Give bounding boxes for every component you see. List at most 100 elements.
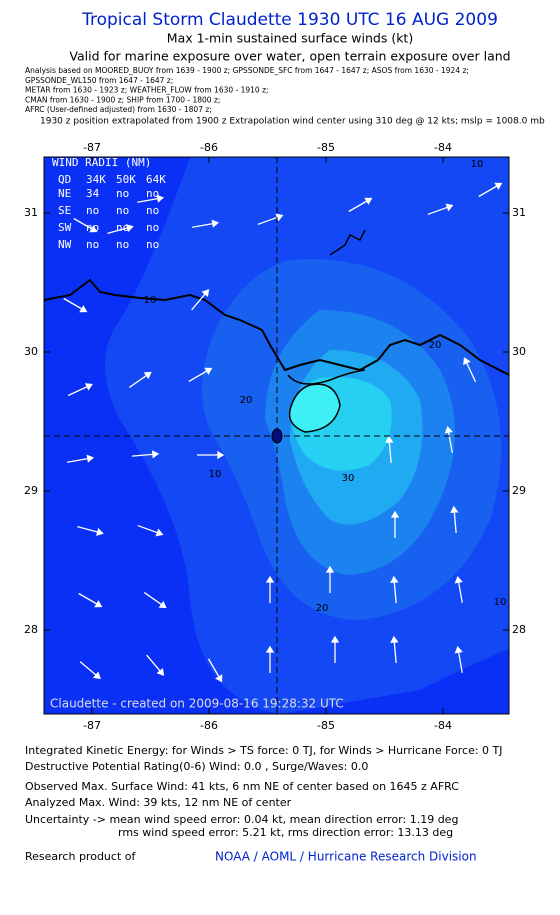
wind-arrow bbox=[67, 454, 95, 463]
lat-tick-label: 28 bbox=[24, 623, 38, 636]
wind-arrow bbox=[63, 297, 88, 313]
wind-arrow bbox=[478, 182, 503, 198]
wind-arrow bbox=[325, 565, 335, 593]
wind-arrow bbox=[265, 575, 275, 603]
radii-cell: no bbox=[146, 204, 159, 217]
lon-tick-label: -85 bbox=[317, 141, 335, 154]
radii-cell: SE bbox=[58, 204, 71, 217]
map-frame bbox=[43, 156, 510, 715]
radii-cell: NW bbox=[58, 238, 72, 251]
product-org: NOAA / AOML / Hurricane Research Divisio… bbox=[215, 850, 477, 864]
wind-arrow bbox=[390, 635, 399, 664]
wind-arrow bbox=[330, 635, 340, 663]
radii-cell: NE bbox=[58, 187, 71, 200]
wind-arrow bbox=[143, 592, 167, 609]
radii-cell: no bbox=[116, 238, 129, 251]
wind-arrow bbox=[107, 224, 134, 234]
analysis-line: CMAN from 1630 - 1900 z; SHIP from 1700 … bbox=[25, 95, 220, 104]
wind-arrow bbox=[390, 575, 399, 604]
contour-label: 20 bbox=[240, 395, 253, 406]
wind-arrow bbox=[385, 435, 394, 464]
lon-tick-label: -86 bbox=[200, 141, 218, 154]
footer-line: Integrated Kinetic Energy: for Winds > T… bbox=[25, 744, 503, 757]
wind-arrow bbox=[128, 371, 152, 388]
contour-label: 10 bbox=[144, 295, 157, 306]
wind-arrow bbox=[444, 425, 453, 453]
wind-arrow bbox=[192, 219, 220, 228]
lon-tick-label: -87 bbox=[83, 719, 101, 732]
radii-cell: no bbox=[146, 221, 159, 234]
radii-cell: no bbox=[146, 187, 159, 200]
contour-label: 20 bbox=[316, 603, 329, 614]
contour-label: 10 bbox=[494, 597, 507, 608]
wind-arrow bbox=[73, 217, 98, 233]
wind-arrow bbox=[137, 524, 164, 537]
radii-cell: no bbox=[86, 221, 99, 234]
radii-cell: no bbox=[116, 187, 129, 200]
wind-arrow bbox=[197, 450, 225, 460]
wind-arrow bbox=[146, 654, 165, 676]
wind-arrow bbox=[265, 645, 275, 673]
radii-cell: 34 bbox=[86, 187, 100, 200]
lat-tick-label: 30 bbox=[24, 345, 38, 358]
wind-arrow bbox=[207, 658, 223, 683]
lon-tick-label: -84 bbox=[434, 719, 452, 732]
analysis-line: GPSSONDE_WL150 from 1647 - 1647 z; bbox=[25, 76, 173, 85]
wind-arrow bbox=[67, 383, 93, 397]
lat-tick-label: 29 bbox=[24, 484, 38, 497]
lat-tick-label: 31 bbox=[24, 206, 38, 219]
radii-title: WIND RADII (NM) bbox=[52, 156, 151, 169]
subtitle: Valid for marine exposure over water, op… bbox=[69, 49, 510, 64]
wind-arrow bbox=[450, 505, 459, 534]
wind-arrow bbox=[348, 197, 373, 213]
wind-arrow bbox=[390, 510, 400, 538]
wind-arrow bbox=[463, 357, 477, 383]
wind-arrow bbox=[257, 213, 284, 226]
credit: Claudette - created on 2009-08-16 19:28:… bbox=[50, 697, 344, 711]
lat-tick-label: 30 bbox=[512, 345, 526, 358]
radii-cell: no bbox=[116, 221, 129, 234]
lon-tick-label: -87 bbox=[83, 141, 101, 154]
contour-label: 30 bbox=[342, 473, 355, 484]
radii-cell: SW bbox=[58, 221, 72, 234]
footer-line: Observed Max. Surface Wind: 41 kts, 6 nm… bbox=[25, 780, 459, 793]
lon-tick-label: -85 bbox=[317, 719, 335, 732]
footer-line: rms wind speed error: 5.21 kt, rms direc… bbox=[118, 826, 453, 839]
lat-tick-label: 31 bbox=[512, 206, 526, 219]
product-label: Research product of bbox=[25, 850, 136, 863]
position-note: 1930 z position extrapolated from 1900 z… bbox=[40, 117, 545, 127]
wind-arrow bbox=[191, 289, 210, 311]
wind-arrow bbox=[427, 203, 454, 216]
lat-tick-label: 29 bbox=[512, 484, 526, 497]
lat-tick-label: 28 bbox=[512, 623, 526, 636]
radii-header: QD bbox=[58, 173, 71, 186]
footer-line: Destructive Potential Rating(0-6) Wind: … bbox=[25, 760, 368, 773]
lon-tick-label: -84 bbox=[434, 141, 452, 154]
radii-cell: no bbox=[146, 238, 159, 251]
wind-arrow bbox=[77, 526, 104, 536]
contour-label: 20 bbox=[429, 340, 442, 351]
radii-header: 34K bbox=[86, 173, 106, 186]
wind-arrow bbox=[79, 661, 101, 680]
analysis-line: METAR from 1630 - 1923 z; WEATHER_FLOW f… bbox=[25, 86, 269, 95]
footer-line: Analyzed Max. Wind: 39 kts, 12 nm NE of … bbox=[25, 796, 292, 809]
radii-cell: no bbox=[116, 204, 129, 217]
wind-arrow bbox=[454, 575, 463, 603]
lon-tick-label: -86 bbox=[200, 719, 218, 732]
contour-label: 10 bbox=[471, 159, 484, 170]
wind-arrow bbox=[78, 592, 103, 608]
radii-cell: no bbox=[86, 238, 99, 251]
radii-header: 64K bbox=[146, 173, 166, 186]
analysis-line: AFRC (User-defined adjusted) from 1630 -… bbox=[25, 105, 212, 114]
analysis-line: Analysis based on MOORED_BUOY from 1639 … bbox=[25, 66, 469, 75]
wind-arrow bbox=[137, 194, 165, 203]
subtitle: Max 1-min sustained surface winds (kt) bbox=[167, 31, 413, 46]
wind-arrow bbox=[454, 645, 463, 673]
title: Tropical Storm Claudette 1930 UTC 16 AUG… bbox=[81, 10, 498, 30]
footer-line: Uncertainty -> mean wind speed error: 0.… bbox=[25, 813, 458, 826]
radii-header: 50K bbox=[116, 173, 136, 186]
wind-field bbox=[44, 157, 509, 714]
radii-cell: no bbox=[86, 204, 99, 217]
wind-arrow bbox=[188, 367, 213, 383]
